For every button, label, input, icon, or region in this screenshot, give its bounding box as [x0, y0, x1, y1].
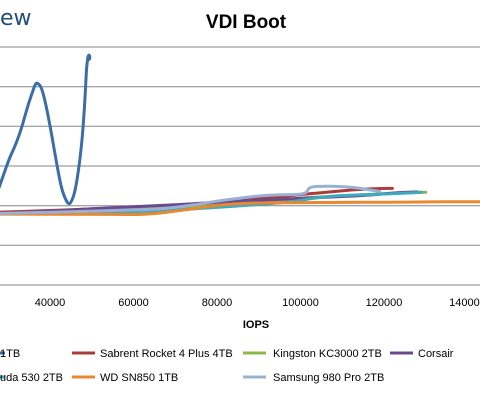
- legend-label: Corsair: [418, 348, 454, 360]
- series-line: [0, 184, 382, 215]
- x-tick-label: 120000: [366, 297, 403, 309]
- x-axis-label: IOPS: [243, 319, 269, 331]
- legend-label: Sabrent Rocket 4 Plus 4TB: [100, 348, 233, 360]
- x-tick-label: 80000: [202, 297, 233, 309]
- legend: 1TB Sabrent Rocket 4 Plus 4TB Kingston KC3…: [0, 348, 454, 384]
- series-line: [0, 200, 480, 216]
- x-tick-label: 100000: [282, 297, 319, 309]
- x-tick-label: 140000: [449, 297, 480, 309]
- legend-label: Kingston KC3000 2TB: [273, 348, 382, 360]
- legend-label: uda 530 2TB: [0, 372, 63, 384]
- x-tick-label: 60000: [118, 297, 149, 309]
- chart-title: VDI Boot: [205, 12, 287, 33]
- legend-label: Samsung 980 Pro 2TB: [273, 372, 384, 384]
- legend-label: 1TB: [0, 348, 20, 360]
- x-tick-label: 40000: [35, 297, 66, 309]
- series-line: [0, 53, 92, 206]
- legend-label: WD SN850 1TB: [100, 372, 178, 384]
- x-tick-labels: 40000 60000 80000 100000 120000 140000: [35, 297, 480, 309]
- series-lines: [0, 53, 480, 216]
- brand-logo-text: ew: [0, 6, 32, 31]
